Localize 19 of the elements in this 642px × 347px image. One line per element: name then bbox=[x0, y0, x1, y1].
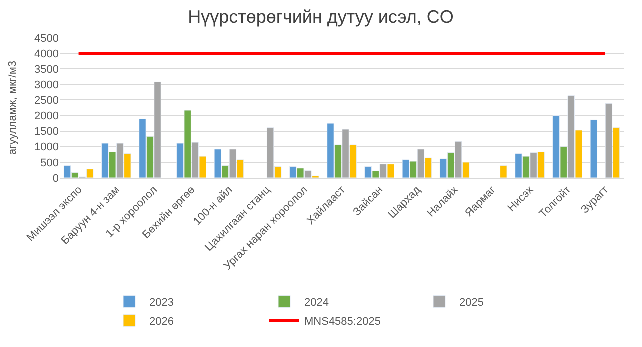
y-tick-label: 1000 bbox=[34, 142, 59, 154]
legend-label: MNS4585:2025 bbox=[304, 316, 381, 328]
y-tick-label: 2500 bbox=[34, 95, 59, 108]
bar bbox=[500, 166, 508, 178]
y-axis-title: агуулламж, мкг/м3 bbox=[7, 61, 20, 155]
chart-title: Нүүрстөрөгчийн дутуу исэл, CO bbox=[188, 7, 454, 28]
y-tick-label: 3500 bbox=[34, 64, 59, 76]
y-tick-label: 4000 bbox=[34, 48, 59, 60]
bar bbox=[590, 120, 598, 178]
legend-label: 2024 bbox=[304, 296, 329, 309]
legend-label: 2025 bbox=[460, 296, 484, 309]
legend-label: 2023 bbox=[150, 296, 174, 309]
y-tick-label: 500 bbox=[40, 157, 59, 170]
legend-label: 2026 bbox=[150, 316, 174, 328]
y-tick-label: 4500 bbox=[34, 32, 59, 45]
y-tick-label: 3000 bbox=[34, 80, 59, 92]
y-tick-label: 2000 bbox=[34, 110, 59, 123]
y-tick-label: 0 bbox=[52, 172, 59, 185]
y-tick-label: 1500 bbox=[34, 126, 59, 138]
